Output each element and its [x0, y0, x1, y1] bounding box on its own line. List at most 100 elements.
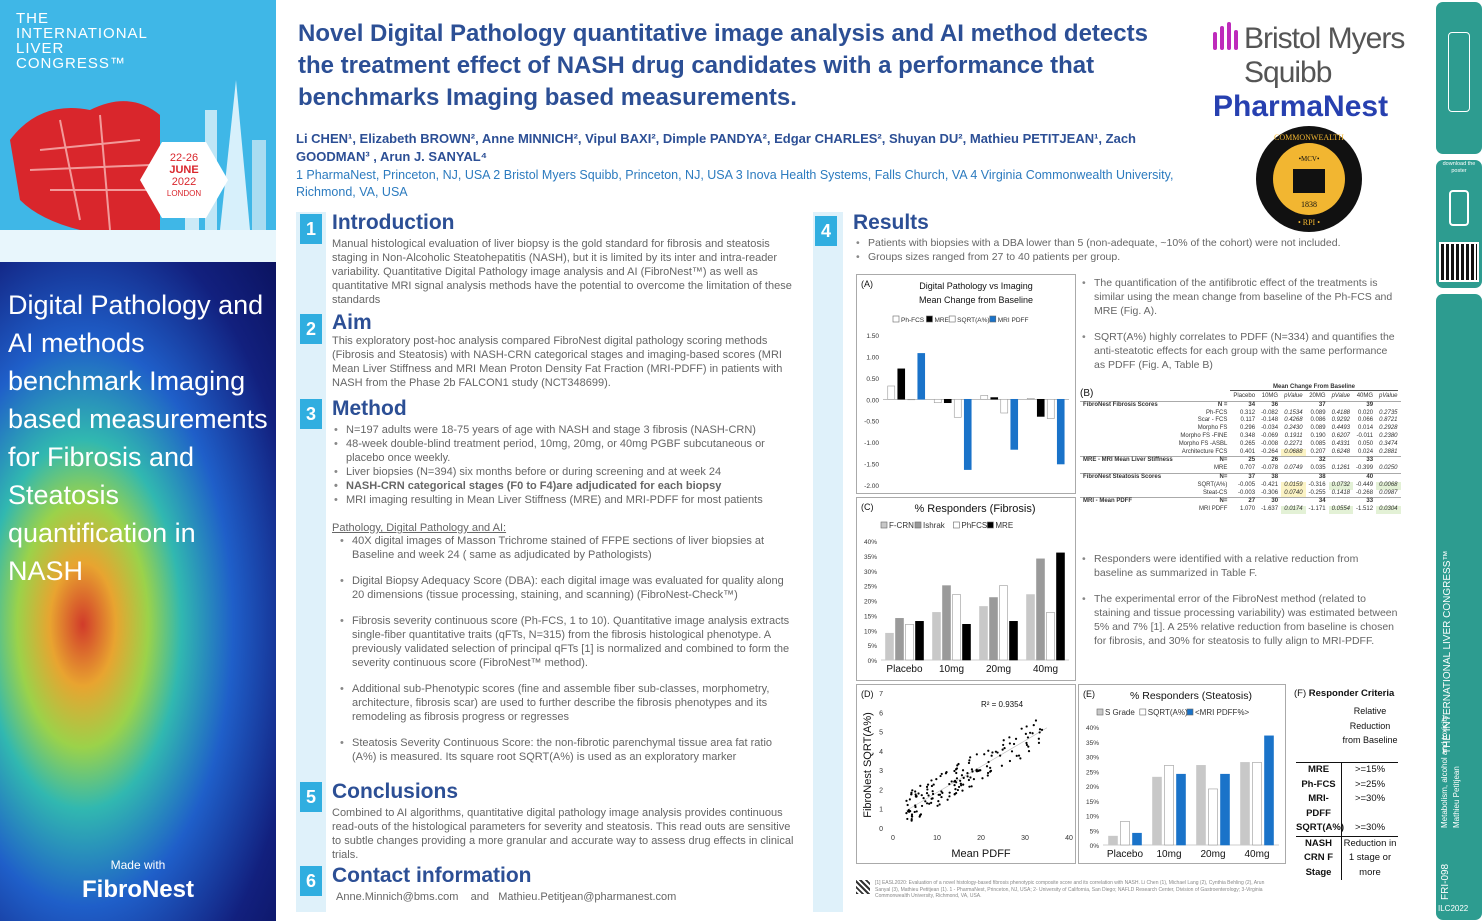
scatter-point [971, 770, 974, 773]
scatter-point [953, 769, 956, 773]
qr-code[interactable] [1439, 242, 1479, 282]
y-tick-label: 15% [864, 613, 877, 620]
scatter-point [928, 802, 931, 805]
section-number-6: 6 [300, 866, 322, 896]
y-tick-label: 20% [1086, 784, 1099, 791]
scatter-point [914, 793, 917, 796]
method-subheading: Pathology, Digital Pathology and AI: [332, 522, 507, 534]
bar [1056, 398, 1065, 465]
bar [897, 368, 906, 400]
table-cell: 0.2271 [1284, 440, 1303, 447]
intro-heading: Introduction [332, 211, 455, 234]
table-cell [1080, 506, 1176, 514]
aim-text: This exploratory post-hoc analysis compa… [332, 335, 783, 389]
aim-heading: Aim [332, 311, 372, 334]
table-cell [1080, 425, 1176, 433]
table-cell: 0.0250 [1379, 465, 1398, 472]
scatter-point [1038, 731, 1041, 734]
scatter-point [940, 795, 943, 799]
y-tick-label: 15% [1086, 799, 1099, 806]
table-cell: Ph-FCS [1206, 409, 1228, 416]
list-item: Responders were identified with a relati… [1080, 552, 1400, 580]
scatter-point [917, 792, 920, 795]
y-tick-label: 35% [1086, 740, 1099, 747]
x-tick-label: 40mg [1244, 849, 1269, 860]
table-row: Morpho FS -ASBL 0.265 -0.008 0.2271 0.085 0.4… [1080, 441, 1401, 449]
table-cell: 32 [1318, 457, 1326, 464]
list-item: N=197 adults were 18-75 years of age wit… [332, 423, 802, 437]
scatter-point [940, 772, 943, 776]
bar [990, 397, 999, 400]
bar [1000, 398, 1009, 414]
table-cell: 0.0688 [1281, 448, 1306, 457]
scatter-point [1037, 737, 1040, 740]
scatter-point [994, 750, 998, 753]
scatter-point [953, 792, 956, 796]
table-cell: -0.003 [1238, 489, 1256, 496]
table-row: Steat-CS -0.003 -0.306 0.0740 -0.255 0.1418 -0… [1080, 489, 1401, 498]
scatter-point [961, 789, 964, 792]
y-tick-label: 5% [868, 643, 878, 650]
table-cell: Scar - FCS [1197, 417, 1228, 424]
table-header-cell [1080, 393, 1176, 401]
list-item: Liver biopsies (N=394) six months before… [332, 465, 802, 479]
bar [1046, 612, 1055, 661]
bar [1220, 773, 1230, 846]
scatter-point [1015, 754, 1018, 757]
table-cell: Morpho FS -FINE [1180, 432, 1228, 439]
table-cell: MRE [1214, 465, 1228, 472]
scatter-point [948, 791, 951, 794]
scatter-point [1038, 728, 1042, 731]
email-link-2[interactable]: Mathieu.Petitjean@pharmanest.com [498, 891, 677, 903]
list-item: 48-week double-blind treatment period, 1… [332, 437, 802, 465]
scatter-point [956, 764, 959, 767]
table-cell: 0.2430 [1284, 425, 1303, 432]
scatter-point [1027, 745, 1030, 748]
legend-label: Ph-FCS [901, 317, 925, 324]
table-cell: MRI PDFF [1199, 506, 1228, 513]
x-tick-label: 20mg [986, 664, 1011, 675]
scatter-point [967, 778, 971, 782]
y-tick-label: 25% [864, 584, 877, 591]
y-tick-label: 0.50 [866, 376, 879, 383]
table-b-header: Mean Change From Baseline [1230, 384, 1398, 391]
bar [942, 585, 951, 661]
legend-swatch [926, 315, 933, 323]
table-cell [1281, 498, 1305, 506]
scatter-point [946, 798, 949, 801]
scatter-point [906, 817, 909, 821]
table-header-cell: 40MG [1356, 393, 1374, 399]
table-cell: N= [1219, 457, 1228, 464]
email-link-1[interactable]: Anne.Minnich@bms.com [336, 891, 459, 903]
table-cell: 26 [1271, 457, 1279, 464]
table-cell: >=30% [1354, 793, 1386, 804]
scatter-point [956, 788, 960, 792]
bar [1208, 788, 1218, 846]
legend-swatch [880, 521, 888, 529]
scatter-point [1024, 732, 1027, 735]
y-tick-label: -2.00 [864, 483, 879, 490]
scatter-point [1032, 724, 1035, 727]
bar [1026, 398, 1035, 400]
scatter-point [927, 794, 930, 797]
scatter-point [931, 797, 934, 800]
x-tick-label: 20mg [1200, 849, 1225, 860]
scatter-point [937, 800, 940, 803]
chart-title: Digital Pathology vs Imaging [919, 281, 1033, 291]
qr-code-small[interactable] [856, 880, 870, 894]
table-cell: 0.0068 [1376, 481, 1401, 490]
bar [1152, 776, 1162, 846]
legend-label: SQRT(A%) [957, 317, 989, 324]
list-item: The experimental error of the FibroNest … [1080, 592, 1400, 648]
table-cell: -0.005 [1238, 481, 1256, 488]
topic-label: Metabolism, alcohol and toxicity [1440, 715, 1449, 828]
table-cell: 0.2928 [1379, 425, 1398, 432]
table-cell: -1.171 [1308, 506, 1326, 513]
y-tick-label: 2 [879, 787, 883, 794]
scatter-point [1031, 732, 1034, 735]
pharmanest-logo: PharmaNest [1213, 90, 1389, 123]
y-tick-label: 4 [879, 749, 883, 756]
scatter-point [987, 760, 990, 764]
scatter-point [1008, 759, 1012, 763]
y-tick-label: -0.50 [864, 419, 879, 426]
